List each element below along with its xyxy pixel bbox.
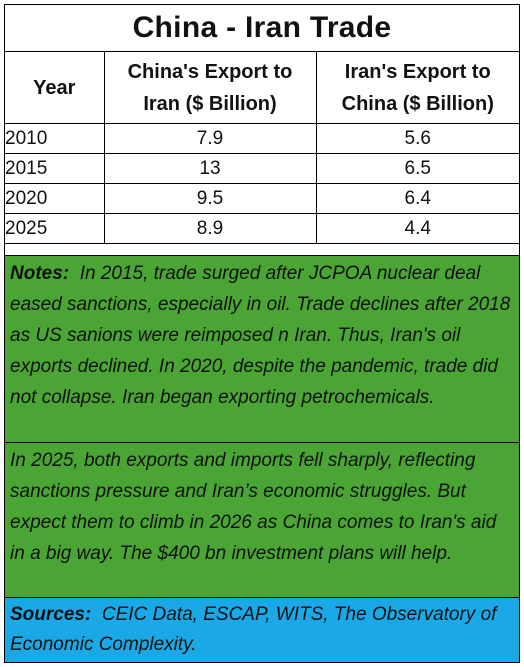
china-export-cell: 8.9 <box>103 213 317 244</box>
china-export-cell: 7.9 <box>103 123 317 154</box>
notes-label: Notes: <box>10 263 80 284</box>
notes-block-2: In 2025, both exports and imports fell s… <box>5 442 519 597</box>
iran-export-cell: 4.4 <box>315 213 519 244</box>
iran-export-header-line2: China ($ Billion) <box>341 92 494 115</box>
year-header: Year <box>5 52 105 124</box>
iran-export-header-line1: Iran's Export to <box>344 60 491 83</box>
table-row: 2020 9.5 6.4 <box>5 183 519 214</box>
year-cell: 2015 <box>5 153 105 184</box>
sources-label: Sources: <box>10 604 102 625</box>
trade-table: Year China's Export to Iran ($ Billion) … <box>5 52 519 244</box>
year-cell: 2010 <box>5 123 105 154</box>
iran-export-header: Iran's Export to China ($ Billion) <box>315 52 519 124</box>
table-row: 2015 13 6.5 <box>5 153 519 184</box>
table-row: 2010 7.9 5.6 <box>5 123 519 154</box>
iran-export-cell: 5.6 <box>315 123 519 154</box>
china-export-cell: 13 <box>103 153 317 184</box>
year-cell: 2020 <box>5 183 105 214</box>
iran-export-cell: 6.5 <box>315 153 519 184</box>
china-export-header-line1: China's Export to <box>127 60 293 83</box>
header-row: Year China's Export to Iran ($ Billion) … <box>5 52 519 124</box>
sheet-title: China - Iran Trade <box>5 5 519 52</box>
notes-paragraph-1: In 2015, trade surged after JCPOA nuclea… <box>10 263 511 408</box>
iran-export-cell: 6.4 <box>315 183 519 214</box>
notes-block: Notes: In 2015, trade surged after JCPOA… <box>5 255 519 442</box>
table-row: 2025 8.9 4.4 <box>5 213 519 244</box>
trade-sheet: China - Iran Trade Year China's Export t… <box>4 4 520 663</box>
china-export-header-line2: Iran ($ Billion) <box>143 92 277 115</box>
china-export-header: China's Export to Iran ($ Billion) <box>103 52 317 124</box>
year-cell: 2025 <box>5 213 105 244</box>
china-export-cell: 9.5 <box>103 183 317 214</box>
year-header-label: Year <box>33 76 76 99</box>
sources-block: Sources: CEIC Data, ESCAP, WITS, The Obs… <box>5 597 519 662</box>
sources-text: CEIC Data, ESCAP, WITS, The Observatory … <box>10 604 497 655</box>
notes-paragraph-2: In 2025, both exports and imports fell s… <box>10 450 497 564</box>
